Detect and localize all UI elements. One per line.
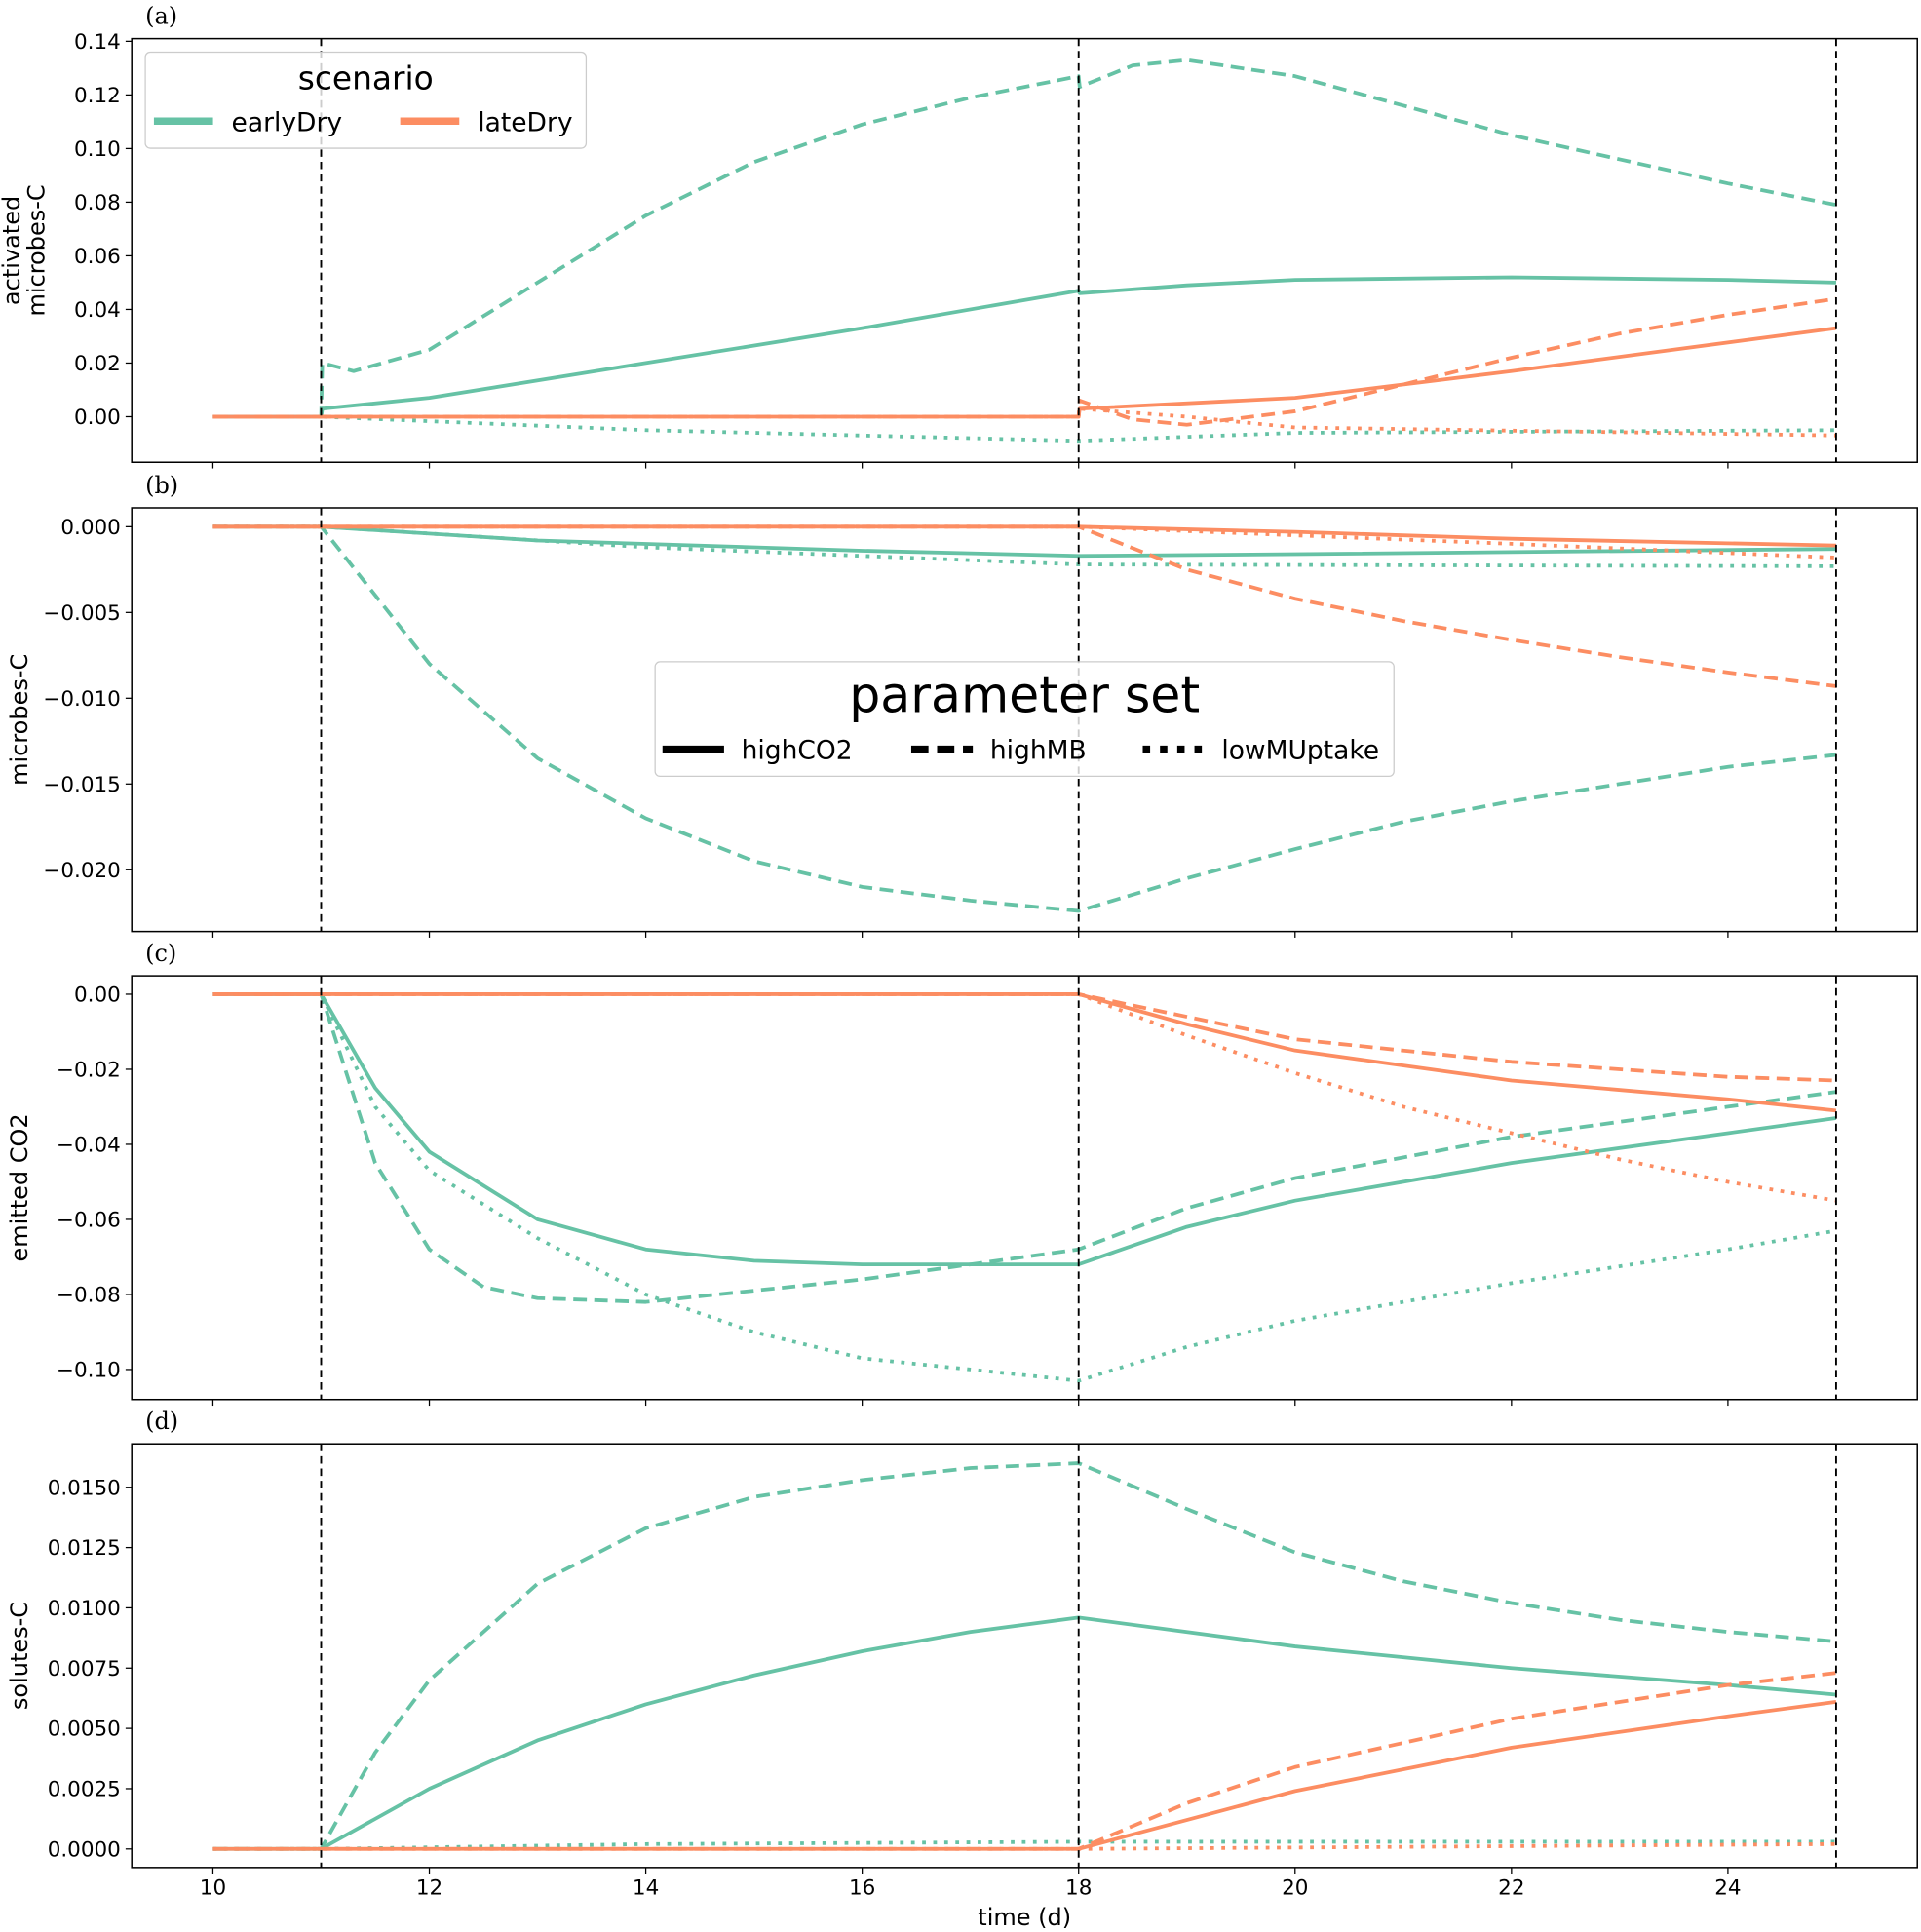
y-axis-label: microbes-C [6, 654, 33, 786]
legend-entry: lateDry [478, 107, 572, 137]
line-lateDry-lowMUptake [212, 992, 1837, 1203]
y-axis-label-line: microbes-C [6, 654, 33, 786]
x-tick-label: 18 [1065, 1876, 1092, 1901]
y-axis-label-line: solutes-C [6, 1602, 33, 1710]
series-group [212, 992, 1837, 1383]
y-tick-label: 0.04 [74, 298, 121, 323]
line-lateDry-lowMUptake [212, 524, 1837, 560]
y-tick-label: −0.010 [43, 687, 120, 712]
line-lateDry-highMB [212, 524, 1837, 688]
y-tick-label: 0.10 [74, 137, 121, 162]
legend-title: parameter set [849, 667, 1200, 724]
panel-c: (c) 0.00 −0.02 −0.04 −0.06 −0.08 −0.10 emitted … [6, 940, 1918, 1407]
y-tick-label: 0.06 [74, 245, 121, 269]
y-tick-label: 0.00 [74, 984, 121, 1008]
line-earlyDry-lowMUptake [212, 524, 1836, 568]
legend-entry: lowMUptake [1221, 736, 1379, 766]
y-axis-label: activatedmicrobes-C [0, 184, 50, 316]
panel-label: (c) [145, 940, 176, 967]
axes-frame [131, 37, 1918, 464]
y-tick-label: 0.0025 [48, 1778, 121, 1802]
series-group [212, 1461, 1837, 1851]
legend-entry: highCO2 [742, 736, 853, 766]
y-tick-label: −0.020 [43, 859, 120, 883]
panel-label: (b) [145, 472, 178, 499]
line-earlyDry-highMB [212, 524, 1837, 913]
legend-entry: highMB [990, 736, 1087, 766]
line-lateDry-highMB [212, 1671, 1837, 1851]
line-earlyDry-lowMUptake [212, 992, 1837, 1383]
y-axis-label: solutes-C [6, 1602, 33, 1710]
line-lateDry-highCO2 [212, 992, 1837, 1113]
line-lateDry-lowMUptake [212, 406, 1836, 438]
legend-frame [144, 51, 588, 149]
y-tick-label: −0.015 [43, 773, 120, 797]
x-tick-label: 10 [200, 1876, 226, 1901]
y-tick-label: −0.02 [57, 1059, 121, 1083]
axes-frame [131, 507, 1918, 933]
legend-frame [654, 661, 1395, 778]
line-lateDry-lowMUptake [212, 1841, 1836, 1851]
x-tick-label: 16 [849, 1876, 875, 1901]
legend-scenario: scenario earlyDry lateDry [144, 51, 588, 149]
y-tick-label: 0.02 [74, 352, 121, 376]
x-tick-label: 22 [1498, 1876, 1524, 1901]
y-tick-label: −0.06 [57, 1209, 121, 1233]
y-tick-label: −0.10 [57, 1359, 121, 1383]
y-tick-label: 0.000 [60, 516, 120, 540]
legend-title: scenario [298, 59, 434, 97]
y-axis-label-line: activated [0, 196, 25, 305]
y-tick-label: 0.0075 [48, 1657, 121, 1681]
y-tick-label: 0.0125 [48, 1536, 121, 1561]
panel-a: (a) 0.00 0.02 0.04 0.06 0.08 0.10 0.12 0.14 activ… [0, 2, 1918, 469]
line-earlyDry-highMB [212, 58, 1837, 419]
y-tick-label: 0.0100 [48, 1597, 121, 1621]
line-earlyDry-lowMUptake [212, 1839, 1836, 1851]
line-earlyDry-highMB [212, 992, 1837, 1304]
y-axis-label-line: emitted CO2 [6, 1113, 33, 1261]
panel-d: (d) 0.0000 0.0025 0.0050 0.0075 0.0100 0.0125 0… [6, 1408, 1918, 1901]
y-axis-label: emitted CO2 [6, 1113, 33, 1261]
line-lateDry-highMB [212, 992, 1837, 1083]
legend-entry: earlyDry [232, 107, 343, 137]
y-tick-label: −0.005 [43, 601, 120, 626]
line-earlyDry-highMB [212, 1461, 1837, 1851]
legend-params: parameter set highCO2 highMB lowMUptake [654, 661, 1395, 778]
y-axis-label-line: microbes-C [22, 184, 50, 316]
panel-label: (d) [145, 1408, 178, 1435]
line-earlyDry-highCO2 [212, 275, 1836, 419]
x-tick-label: 12 [416, 1876, 442, 1901]
y-tick-label: 0.0000 [48, 1837, 121, 1862]
line-earlyDry-lowMUptake [212, 414, 1836, 444]
x-tick-label: 14 [633, 1876, 659, 1901]
y-tick-label: 0.00 [74, 406, 121, 430]
y-tick-label: 0.12 [74, 84, 121, 108]
line-earlyDry-highCO2 [212, 1615, 1837, 1851]
line-earlyDry-highCO2 [212, 992, 1837, 1267]
x-axis-label: time (d) [978, 1904, 1071, 1931]
panel-b: (b) 0.000 −0.005 −0.010 −0.015 −0.020 microbes… [6, 472, 1918, 938]
panel-label: (a) [145, 2, 177, 29]
axes-frame [131, 1443, 1918, 1869]
axes-frame [131, 975, 1918, 1401]
y-tick-label: 0.0150 [48, 1476, 121, 1500]
y-tick-label: −0.08 [57, 1284, 121, 1308]
y-tick-label: 0.0050 [48, 1718, 121, 1742]
line-lateDry-highMB [212, 296, 1837, 427]
y-tick-label: −0.04 [57, 1134, 121, 1158]
x-tick-label: 20 [1282, 1876, 1308, 1901]
y-tick-label: 0.14 [74, 30, 121, 55]
x-tick-label: 24 [1714, 1876, 1741, 1901]
y-tick-label: 0.08 [74, 191, 121, 215]
